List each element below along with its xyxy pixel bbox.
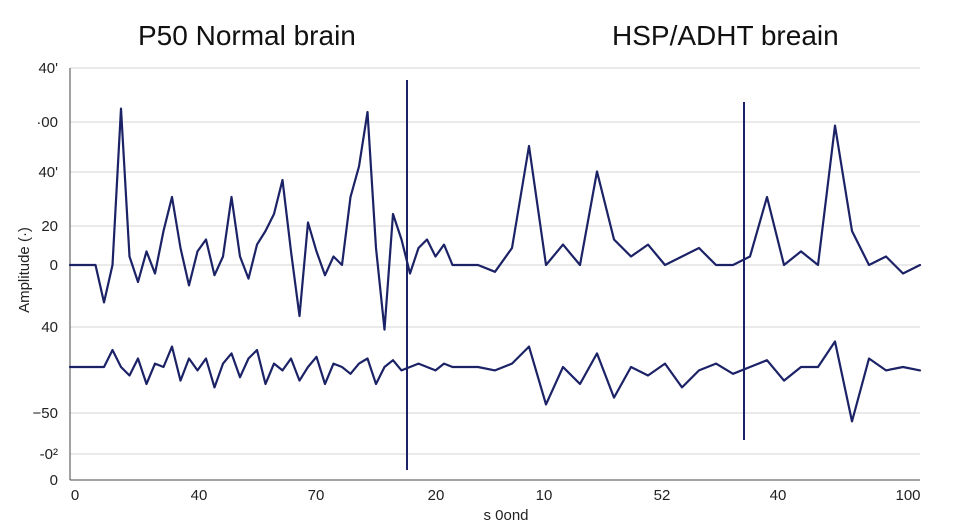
axes	[69, 68, 920, 481]
x-tick-label: 52	[654, 487, 671, 504]
y-tick-label: 40'	[38, 60, 58, 77]
title-left: P50 Normal brain	[138, 20, 356, 51]
x-tick-label: 0	[71, 487, 79, 504]
y-tick-label: −50	[33, 405, 58, 422]
x-tick-label: 20	[428, 487, 445, 504]
y-tick-label: 0	[50, 472, 58, 489]
series-line-1	[68, 340, 922, 423]
y-tick-labels: 40' ·00 40' 20 0 40 −50 -0² 0	[33, 60, 59, 489]
x-tick-labels: 0 40 70 20 10 52 40 100	[71, 487, 921, 504]
y-tick-label: 20	[41, 218, 58, 235]
x-tick-label: 40	[770, 487, 787, 504]
x-tick-label: 10	[536, 487, 553, 504]
y-tick-label: ·00	[36, 114, 58, 131]
y-tick-label: -0²	[40, 446, 58, 463]
signal-traces	[68, 107, 922, 423]
x-axis-label: s 0ond	[483, 507, 528, 524]
event-markers	[406, 80, 745, 470]
y-axis-label: Amplitude (·)	[16, 227, 33, 313]
series-line-0	[68, 107, 922, 331]
y-tick-label: 40'	[38, 164, 58, 181]
title-right: HSP/ADHT breain	[612, 20, 839, 51]
x-tick-label: 40	[191, 487, 208, 504]
x-tick-label: 100	[895, 487, 920, 504]
y-tick-label: 0	[50, 257, 58, 274]
grid-lines	[70, 67, 920, 481]
y-tick-label: 40	[41, 319, 58, 336]
x-tick-label: 70	[308, 487, 325, 504]
